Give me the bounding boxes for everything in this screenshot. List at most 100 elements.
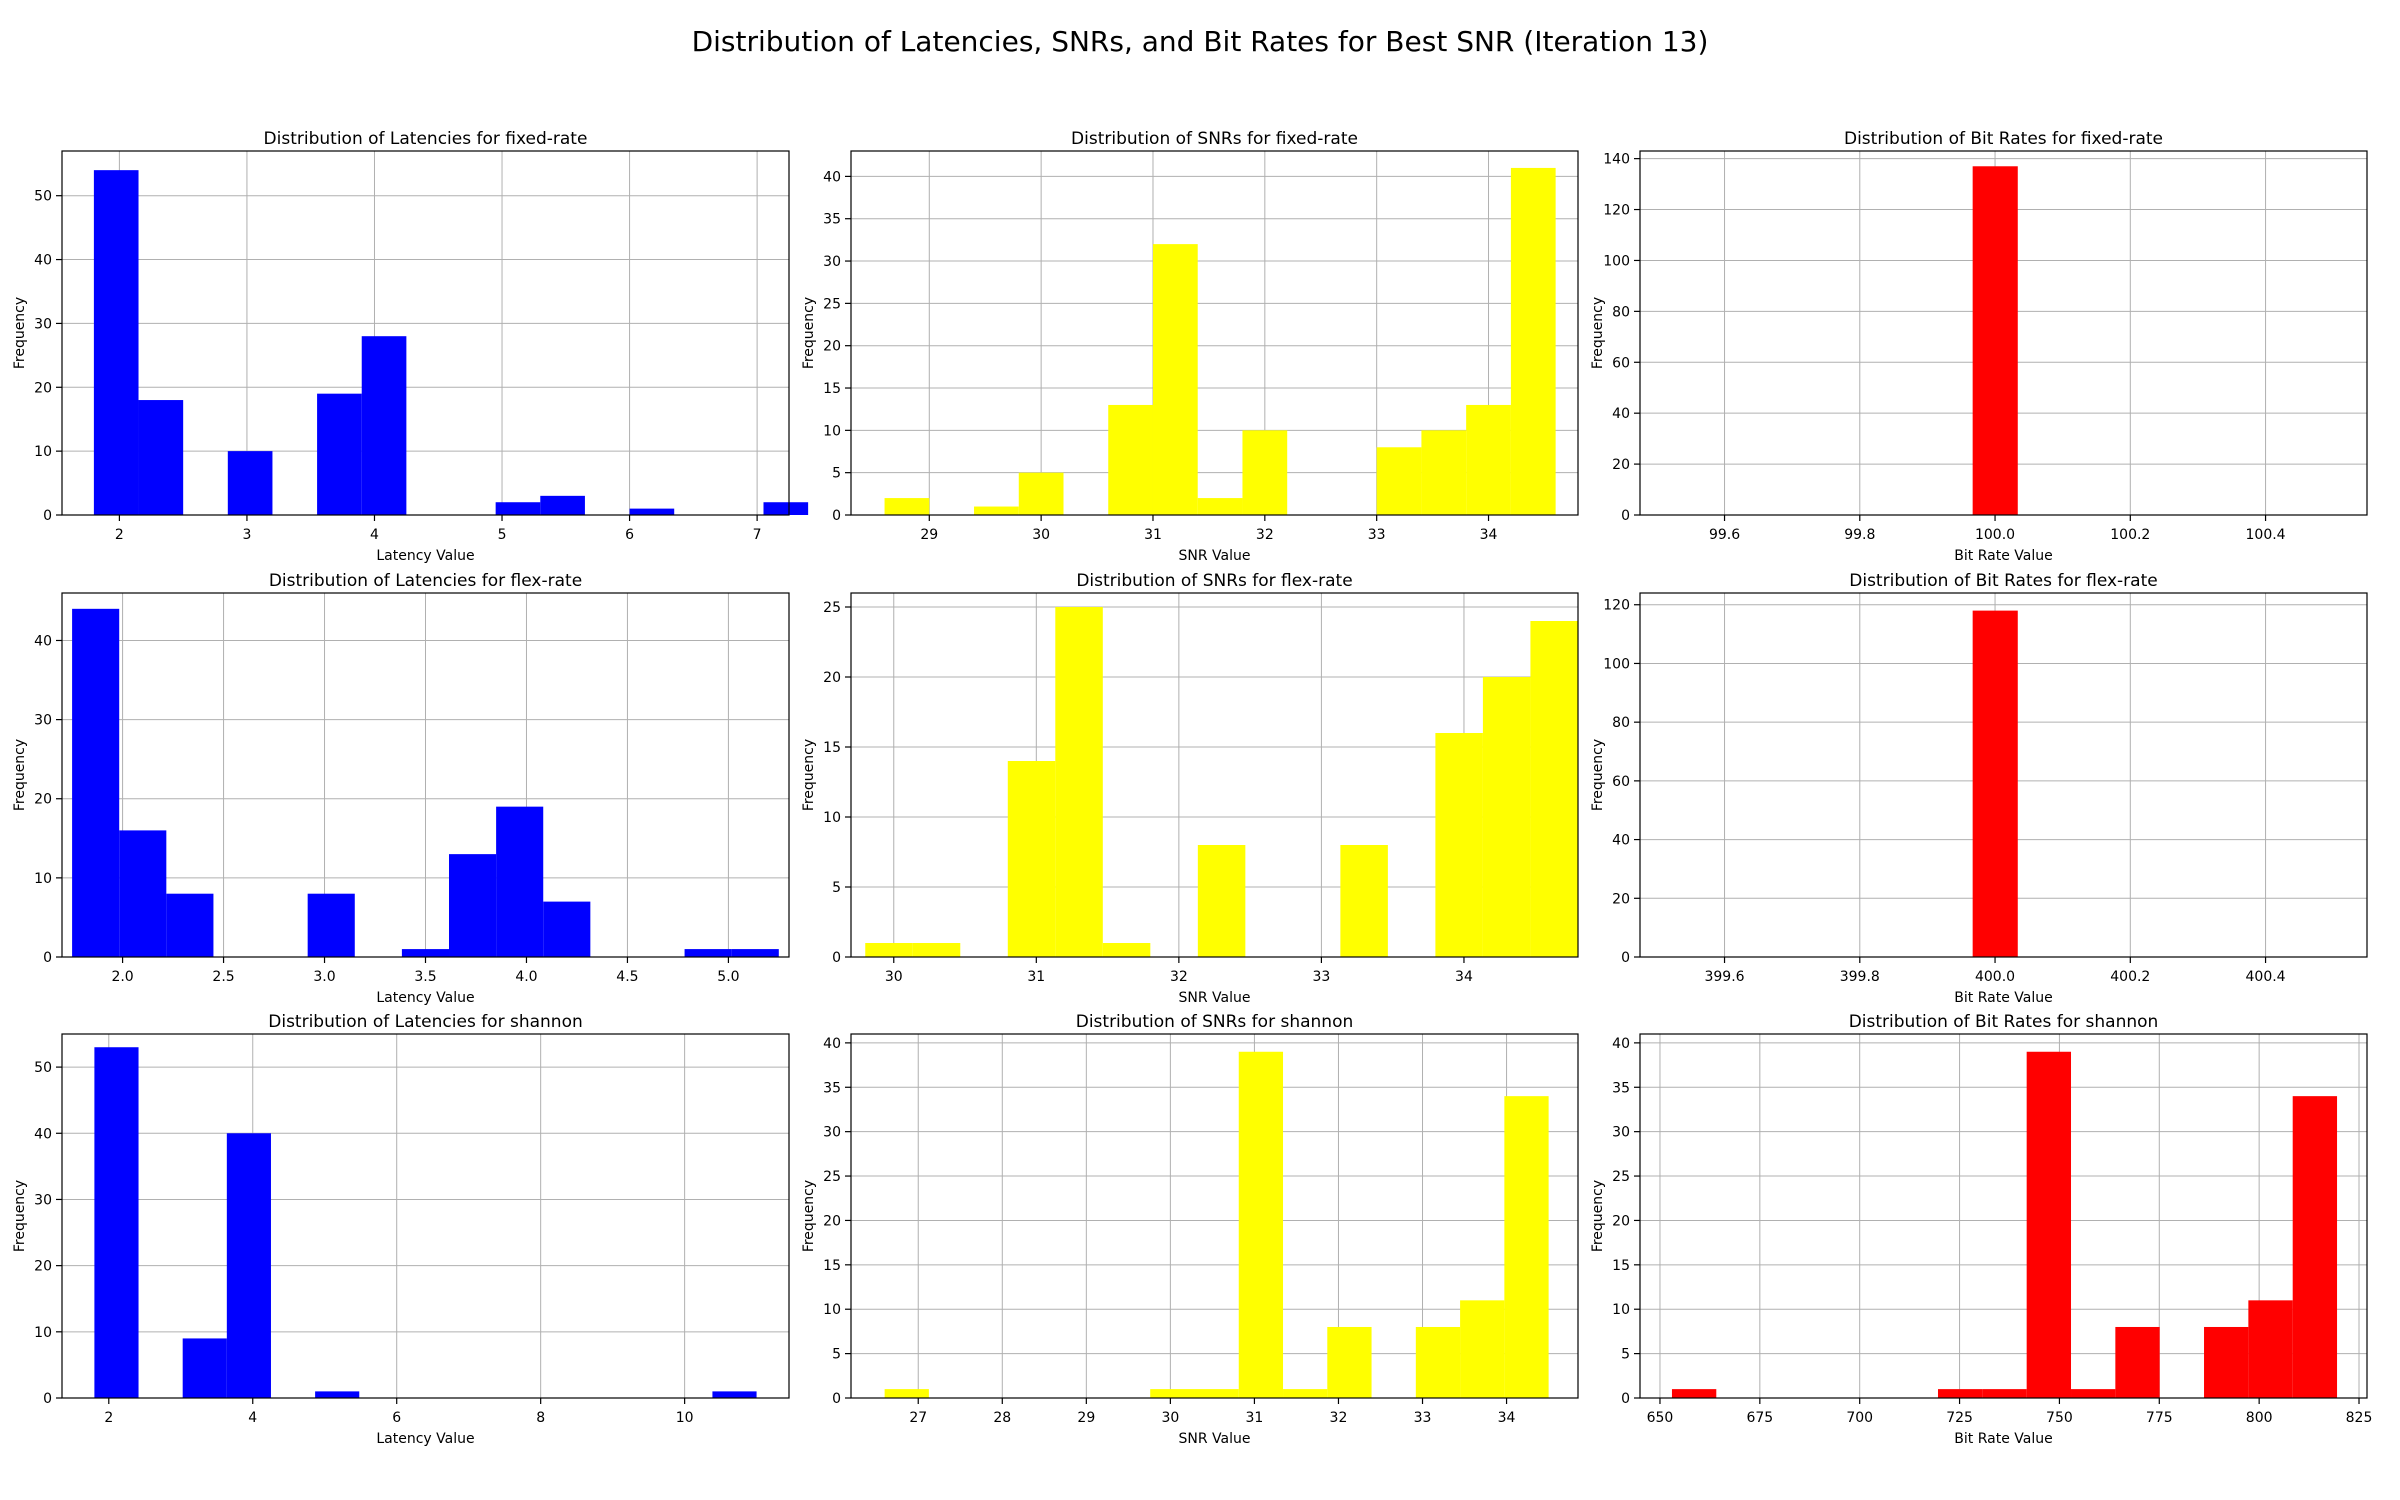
y-tick-label: 20 — [34, 792, 52, 808]
histogram-bar — [1283, 1389, 1328, 1398]
subplot-title: Distribution of Latencies for flex-rate — [269, 571, 582, 591]
y-tick-label: 30 — [34, 713, 52, 729]
histogram-bar — [1972, 610, 2018, 957]
histogram-bar — [865, 943, 913, 957]
y-axis-label: Frequency — [801, 1180, 817, 1252]
y-tick-label: 40 — [1612, 406, 1630, 422]
y-tick-label: 0 — [832, 950, 841, 966]
subplot-title: Distribution of Latencies for shannon — [268, 1012, 583, 1032]
y-tick-label: 120 — [1603, 203, 1630, 219]
histogram-bar — [166, 893, 214, 957]
histogram-bar — [449, 854, 497, 957]
x-tick-label: 6 — [625, 527, 634, 543]
subplot-panel: 2 4 6 8 10 0 10 20 30 40 50 Distribution of Latenci… — [12, 1012, 790, 1447]
x-tick-label: 4 — [370, 527, 379, 543]
y-tick-label: 5 — [832, 1347, 841, 1363]
x-tick-label: 5.0 — [717, 969, 739, 985]
x-tick-label: 34 — [1498, 1410, 1516, 1426]
y-tick-label: 30 — [1612, 1125, 1630, 1141]
y-axis-label: Frequency — [12, 297, 28, 369]
histogram-bar — [361, 336, 407, 515]
axes-frame — [1639, 150, 2368, 516]
y-tick-label: 25 — [1612, 1169, 1630, 1185]
x-tick-label: 4.0 — [515, 969, 537, 985]
histogram-bar — [1007, 761, 1056, 957]
x-tick-label: 3.0 — [313, 969, 335, 985]
x-tick-label: 399.6 — [1704, 969, 1744, 985]
axes-frame — [61, 150, 790, 516]
y-tick-label: 100 — [1603, 253, 1630, 269]
histogram-bar — [1982, 1389, 2027, 1398]
y-tick-label: 10 — [1612, 1302, 1630, 1318]
y-tick-label: 20 — [823, 670, 841, 686]
histogram-bar — [763, 502, 809, 515]
y-tick-label: 0 — [832, 508, 841, 524]
y-tick-label: 100 — [1603, 656, 1630, 672]
y-tick-label: 20 — [823, 1213, 841, 1229]
histogram-bar — [1197, 845, 1246, 957]
histogram-bar — [1108, 404, 1153, 515]
histogram-bar — [1102, 943, 1151, 957]
x-tick-label: 30 — [1161, 1410, 1179, 1426]
histogram-bar — [1972, 166, 2018, 516]
histogram-bar — [72, 608, 120, 957]
y-tick-label: 5 — [832, 880, 841, 896]
x-tick-label: 34 — [1455, 969, 1473, 985]
y-tick-label: 20 — [1612, 457, 1630, 473]
y-tick-label: 25 — [823, 600, 841, 616]
x-tick-label: 33 — [1312, 969, 1330, 985]
x-tick-label: 31 — [1027, 969, 1045, 985]
x-tick-label: 29 — [920, 527, 938, 543]
x-tick-label: 8 — [536, 1410, 545, 1426]
y-tick-label: 30 — [34, 1192, 52, 1208]
histogram-bar — [307, 893, 355, 957]
subplot-title: Distribution of SNRs for fixed-rate — [1071, 129, 1358, 149]
histogram-bar — [1421, 430, 1467, 515]
y-tick-label: 15 — [1612, 1258, 1630, 1274]
x-axis-label: SNR Value — [1179, 990, 1251, 1006]
histogram-bar — [2115, 1326, 2160, 1398]
y-axis-label: Frequency — [1590, 1180, 1606, 1252]
histogram-bar — [119, 830, 167, 957]
figure-title: Distribution of Latencies, SNRs, and Bit… — [692, 25, 1709, 58]
y-tick-label: 15 — [823, 381, 841, 397]
x-axis-label: Latency Value — [376, 990, 474, 1006]
histogram-bar — [884, 1389, 929, 1398]
x-tick-label: 800 — [2246, 1410, 2273, 1426]
y-axis-label: Frequency — [801, 739, 817, 811]
histogram-bar — [138, 400, 184, 515]
x-tick-label: 2 — [104, 1410, 113, 1426]
histogram-bar — [315, 1391, 360, 1398]
y-axis-label: Frequency — [801, 297, 817, 369]
x-tick-label: 100.4 — [2246, 527, 2286, 543]
x-tick-label: 28 — [993, 1410, 1011, 1426]
y-tick-label: 0 — [1621, 1391, 1630, 1407]
y-tick-label: 40 — [34, 1126, 52, 1142]
x-axis-label: Latency Value — [376, 548, 474, 564]
x-tick-label: 10 — [676, 1410, 694, 1426]
subplot-panel: 2.0 2.5 3.0 3.5 4.0 4.5 5.0 0 10 20 30 40 Distributi… — [12, 571, 790, 1006]
histogram-bar — [684, 949, 732, 957]
y-tick-label: 0 — [832, 1391, 841, 1407]
histogram-bar — [543, 901, 591, 957]
x-tick-label: 4.5 — [616, 969, 638, 985]
axes-frame — [1639, 592, 2368, 958]
x-tick-label: 27 — [909, 1410, 927, 1426]
y-tick-label: 5 — [832, 466, 841, 482]
x-tick-label: 32 — [1256, 527, 1274, 543]
x-tick-label: 2.5 — [212, 969, 234, 985]
subplot-title: Distribution of SNRs for shannon — [1076, 1012, 1354, 1032]
histogram-bar — [317, 393, 362, 515]
y-tick-label: 0 — [1621, 508, 1630, 524]
axes-frame — [850, 1033, 1579, 1399]
subplot-title: Distribution of Latencies for fixed-rate — [264, 129, 588, 149]
x-tick-label: 32 — [1330, 1410, 1348, 1426]
x-tick-label: 700 — [1846, 1410, 1873, 1426]
y-tick-label: 10 — [823, 423, 841, 439]
y-axis-label: Frequency — [12, 1180, 28, 1252]
subplot-title: Distribution of Bit Rates for flex-rate — [1849, 571, 2157, 591]
y-tick-label: 40 — [823, 1036, 841, 1052]
x-tick-label: 29 — [1077, 1410, 1095, 1426]
